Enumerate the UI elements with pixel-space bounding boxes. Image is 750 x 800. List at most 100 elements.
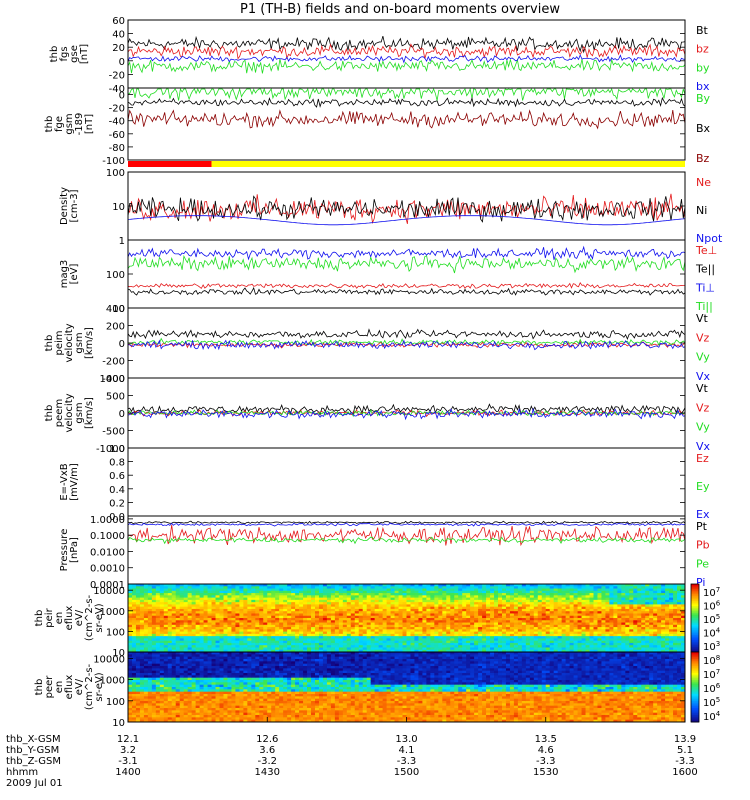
heatmap-cell: [167, 656, 173, 660]
heatmap-cell: [466, 649, 471, 653]
heatmap-cell: [641, 645, 646, 648]
heatmap-cell: [163, 656, 169, 660]
heatmap-cell: [159, 599, 165, 603]
heatmap-cell: [605, 636, 610, 639]
heatmap-cell: [358, 647, 364, 651]
heatmap-cell: [159, 668, 165, 672]
heatmap-cell: [362, 645, 368, 648]
heatmap-cell: [143, 654, 149, 658]
heatmap-cell: [633, 597, 638, 601]
heatmap-cell: [454, 640, 459, 644]
heatmap-cell: [645, 640, 650, 644]
heatmap-cell: [187, 684, 193, 688]
heatmap-cell: [314, 588, 320, 592]
heatmap-cell: [231, 633, 236, 637]
heatmap-cell: [235, 590, 240, 594]
heatmap-cell: [422, 599, 427, 603]
heatmap-cell: [171, 640, 177, 644]
heatmap-cell: [390, 593, 396, 596]
heatmap-cell: [155, 649, 161, 653]
heatmap-cell: [203, 622, 209, 626]
heatmap-cell: [597, 624, 602, 628]
heatmap-cell: [430, 624, 435, 628]
heatmap-cell: [215, 640, 221, 644]
heatmap-cell: [446, 597, 451, 601]
heatmap-cell: [358, 604, 364, 608]
heatmap-cell: [486, 649, 491, 653]
heatmap-cell: [330, 606, 336, 610]
heatmap-cell: [426, 593, 431, 596]
heatmap-cell: [183, 684, 189, 688]
heatmap-cell: [665, 620, 670, 624]
heatmap-cell: [438, 615, 443, 619]
heatmap-cell: [438, 599, 443, 603]
heatmap-cell: [597, 602, 602, 605]
heatmap-cell: [617, 586, 622, 590]
heatmap-cell: [553, 602, 559, 605]
heatmap-cell: [147, 712, 153, 716]
heatmap-cell: [147, 636, 153, 639]
heatmap-cell: [637, 611, 642, 614]
heatmap-cell: [581, 584, 587, 587]
heatmap-cell: [406, 636, 411, 639]
heatmap-cell: [681, 642, 686, 646]
heatmap-cell: [362, 633, 368, 637]
heatmap-cell: [243, 586, 248, 590]
heatmap-cell: [135, 645, 141, 648]
heatmap-cell: [549, 640, 555, 644]
colorbar-tick-label: 104: [703, 627, 721, 640]
heatmap-cell: [366, 613, 372, 617]
heatmap-cell: [657, 629, 662, 633]
heatmap-cell: [382, 604, 388, 608]
heatmap-cell: [155, 586, 161, 590]
heatmap-cell: [609, 645, 614, 648]
heatmap-cell: [183, 627, 189, 630]
heatmap-cell: [275, 604, 280, 608]
heatmap-cell: [159, 647, 165, 651]
heatmap-cell: [179, 703, 185, 707]
heatmap-cell: [541, 608, 547, 612]
heatmap-cell: [215, 615, 221, 619]
heatmap-cell: [322, 597, 328, 601]
heatmap-cell: [147, 694, 153, 697]
heatmap-cell: [629, 640, 634, 644]
heatmap-cell: [462, 642, 467, 646]
heatmap-cell: [601, 586, 606, 590]
heatmap-cell: [287, 608, 292, 612]
heatmap-cell: [247, 636, 252, 639]
heatmap-cell: [171, 680, 177, 683]
heatmap-cell: [406, 633, 411, 637]
heatmap-cell: [163, 640, 169, 644]
heatmap-cell: [275, 618, 280, 621]
heatmap-cell: [414, 645, 419, 648]
heatmap-cell: [525, 640, 531, 644]
heatmap-cell: [135, 638, 141, 642]
heatmap-cell: [263, 618, 268, 621]
heatmap-cell: [649, 636, 654, 639]
heatmap-cell: [342, 586, 348, 590]
heatmap-cell: [585, 633, 591, 637]
heatmap-cell: [239, 590, 244, 594]
y-tick-label: -100: [102, 156, 125, 167]
heatmap-cell: [621, 642, 626, 646]
heatmap-cell: [267, 618, 272, 621]
heatmap-cell: [406, 613, 411, 617]
heatmap-cell: [159, 694, 165, 697]
heatmap-cell: [191, 611, 197, 614]
heatmap-cell: [625, 606, 630, 610]
heatmap-cell: [597, 649, 602, 653]
heatmap-cell: [326, 599, 332, 603]
heatmap-cell: [462, 599, 467, 603]
heatmap-cell: [537, 597, 543, 601]
heatmap-cell: [291, 608, 296, 612]
heatmap-cell: [617, 590, 622, 594]
heatmap-cell: [386, 638, 392, 642]
heatmap-cell: [223, 622, 228, 626]
heatmap-cell: [637, 627, 642, 630]
heatmap-cell: [406, 588, 411, 592]
heatmap-cell: [609, 629, 614, 633]
heatmap-cell: [191, 602, 197, 605]
y-tick-label: 0.0: [109, 512, 125, 523]
heatmap-cell: [350, 618, 356, 621]
heatmap-cell: [159, 696, 165, 700]
